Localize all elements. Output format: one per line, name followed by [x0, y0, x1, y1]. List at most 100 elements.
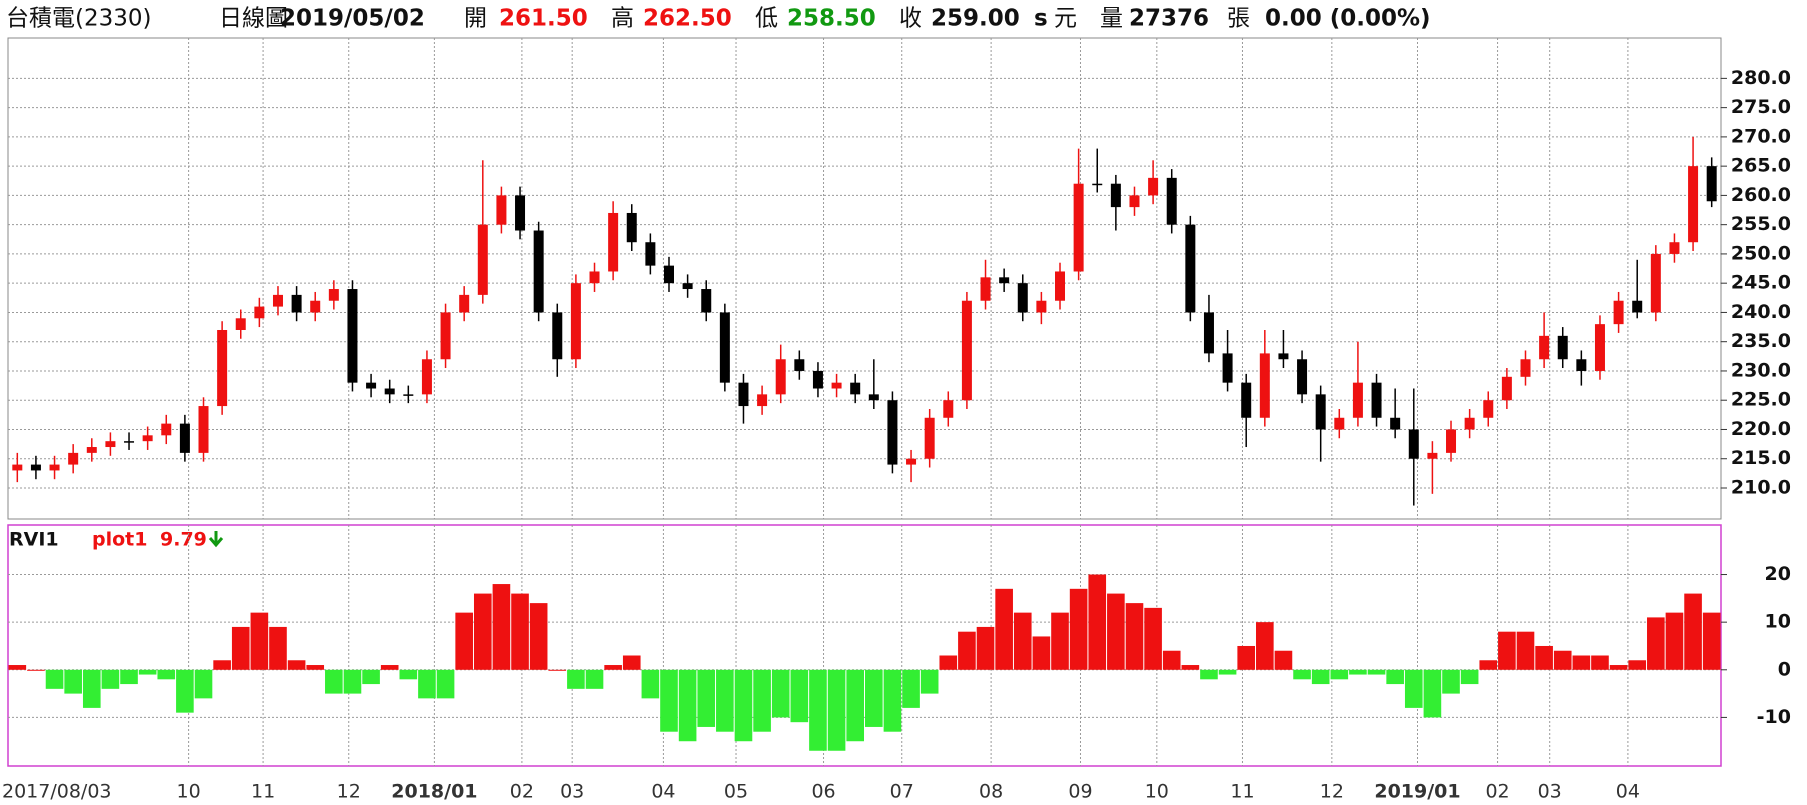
y-tick-label: 240.0: [1731, 301, 1791, 323]
candle-body: [142, 435, 153, 442]
candle-body: [589, 271, 600, 284]
y-tick-label: 260.0: [1731, 184, 1791, 206]
candle-body: [608, 212, 619, 272]
bar: [790, 669, 809, 723]
candle-body: [682, 283, 693, 290]
candle-body: [850, 382, 861, 395]
candle-body: [794, 359, 805, 371]
close-label: 收: [899, 6, 922, 32]
bar: [809, 669, 827, 751]
bar: [1107, 593, 1125, 670]
plot-layer: 210.0 215.0 220.0 225.0 230.0 235.0 240.0 245.0…: [2, 38, 1791, 803]
candle-body: [961, 300, 972, 401]
candle-body: [626, 212, 637, 243]
y-tick-label: 220.0: [1731, 418, 1791, 440]
candle-body: [198, 406, 209, 453]
candle-body: [738, 382, 749, 407]
candle-body: [570, 283, 581, 360]
bar: [1591, 655, 1609, 670]
down-arrow: [208, 531, 224, 548]
candle-body: [868, 394, 879, 401]
candle-body: [1092, 183, 1103, 186]
bar: [287, 660, 306, 670]
bar: [1144, 607, 1162, 670]
bar: [1665, 612, 1684, 670]
x-tick-label: 06: [811, 781, 835, 803]
candle-body: [1613, 300, 1624, 325]
candle-body: [812, 370, 823, 389]
bar: [1535, 645, 1553, 670]
candle-body: [1557, 335, 1568, 360]
bar: [64, 669, 82, 694]
period: 日線圖: [219, 6, 288, 32]
bar: [1330, 669, 1349, 680]
y-tick-label: 20: [1765, 563, 1791, 585]
bar: [1498, 631, 1516, 670]
candle-body: [1259, 353, 1270, 418]
candle-body: [775, 359, 786, 395]
bar: [1647, 617, 1665, 670]
candle-body: [645, 242, 656, 266]
bar: [1218, 669, 1237, 675]
bar: [269, 626, 287, 670]
bar: [380, 665, 399, 670]
bar: [511, 593, 529, 670]
bar: [1349, 669, 1367, 675]
bar: [82, 669, 101, 708]
candle-body: [1483, 400, 1494, 418]
bar: [883, 669, 902, 732]
bar: [176, 669, 194, 713]
bar: [604, 665, 622, 670]
candle-body: [496, 195, 507, 225]
candle-body: [924, 417, 935, 459]
bar: [995, 588, 1013, 670]
bar: [1200, 669, 1218, 680]
bar: [250, 612, 269, 670]
series-name: plot1: [92, 529, 147, 551]
bar: [1162, 650, 1181, 670]
bar: [157, 669, 176, 680]
candle-body: [533, 230, 544, 313]
bar: [343, 669, 362, 694]
date: 2019/05/02: [280, 6, 425, 32]
bar: [846, 669, 864, 742]
bar: [1628, 660, 1647, 670]
bar: [1088, 574, 1107, 670]
candle-body: [1427, 452, 1438, 459]
x-tick-label: 2017/08/03: [2, 781, 112, 803]
bar: [1181, 665, 1200, 670]
candle-body: [999, 277, 1010, 284]
high-label: 高: [611, 6, 634, 32]
candle-body: [403, 394, 414, 396]
y-tick-label: 10: [1765, 611, 1791, 633]
bar: [902, 669, 920, 708]
bar: [1367, 669, 1386, 675]
candle-body: [719, 312, 730, 383]
bar: [585, 669, 604, 689]
bar: [1572, 655, 1591, 670]
candle-body: [1315, 394, 1326, 430]
candle-body: [701, 289, 712, 313]
open-label: 開: [464, 6, 487, 32]
bar: [1516, 631, 1535, 670]
bar: [1237, 645, 1256, 670]
bar: [865, 669, 883, 727]
low: 258.50: [787, 6, 876, 32]
candle-body: [310, 300, 321, 313]
candle-body: [124, 441, 135, 443]
bar: [1684, 593, 1702, 670]
x-tick-label: 03: [1538, 781, 1562, 803]
bar: [827, 669, 846, 751]
candle-body: [1464, 417, 1475, 430]
price-panel: [7, 37, 1722, 520]
candle-body: [1632, 300, 1643, 313]
candle-body: [68, 452, 79, 465]
candle-body: [179, 423, 190, 453]
x-tick-label: 11: [251, 781, 275, 803]
x-tick-label: 2018/01: [391, 781, 477, 803]
bar: [529, 603, 548, 670]
candle-body: [1110, 183, 1121, 208]
volume-label: 量: [1100, 6, 1123, 32]
y-tick-label: 0: [1778, 658, 1791, 680]
x-tick-label: 10: [177, 781, 201, 803]
